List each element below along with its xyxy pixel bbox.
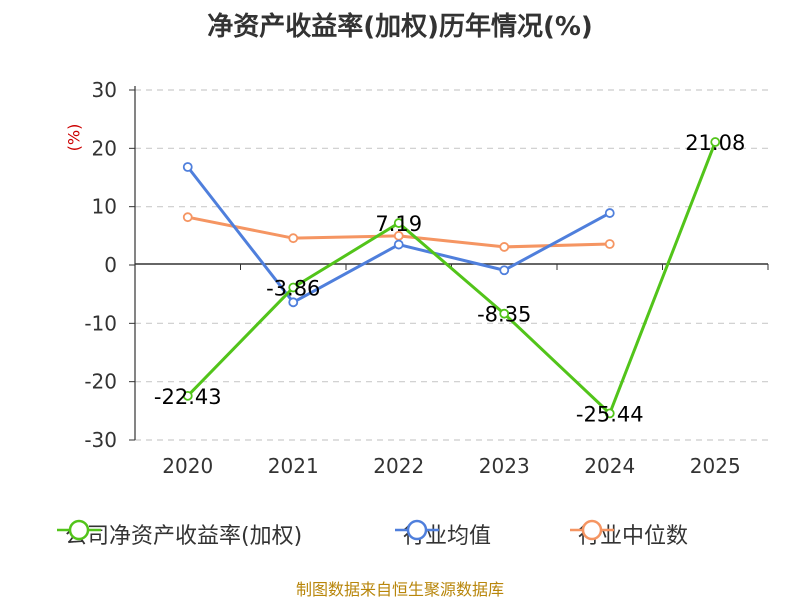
series-point-0-3 bbox=[499, 308, 510, 319]
series-point-1-0 bbox=[182, 162, 193, 172]
x-tick-label-5: 2025 bbox=[690, 454, 741, 478]
legend-item-company[interactable]: 公司净资产收益率(加权) bbox=[55, 518, 302, 550]
y-tick-label-2: 10 bbox=[92, 195, 117, 219]
series-point-0-4 bbox=[604, 408, 615, 419]
x-tick-label-3: 2023 bbox=[479, 454, 530, 478]
legend-marker-industry-mean bbox=[395, 519, 439, 541]
y-tick-label-6: -30 bbox=[84, 428, 117, 452]
series-point-2-4 bbox=[604, 239, 615, 249]
legend-label-company: 公司净资产收益率(加权) bbox=[65, 524, 303, 549]
y-tick-label-3: 0 bbox=[104, 253, 117, 277]
x-tick-label-0: 2020 bbox=[162, 454, 213, 478]
data-label-2: 7.19 bbox=[375, 212, 422, 236]
series-point-1-4 bbox=[604, 208, 615, 218]
y-tick-label-1: 20 bbox=[92, 136, 117, 160]
series-point-0-1 bbox=[288, 282, 299, 293]
series-point-2-1 bbox=[288, 233, 299, 244]
series-point-1-2 bbox=[393, 239, 404, 250]
series-line-0 bbox=[186, 141, 717, 415]
legend-marker-industry-median bbox=[570, 519, 614, 541]
y-tick-label-0: 30 bbox=[92, 78, 117, 102]
legend-item-industry-median[interactable]: 行业中位数 bbox=[568, 518, 688, 550]
data-label-5: 21.08 bbox=[685, 131, 745, 155]
data-label-1: -3.86 bbox=[266, 277, 320, 301]
tick-labels: 30 20 10 0 -10 -20 -30 2020 2021 2022 2023 2024 2025 bbox=[84, 78, 740, 478]
data-label-4: -25.44 bbox=[576, 402, 644, 426]
data-label-0: -22.43 bbox=[154, 385, 222, 409]
series-point-0-0 bbox=[182, 390, 193, 401]
x-tick-label-2: 2022 bbox=[373, 454, 424, 478]
data-label-3: -8.35 bbox=[477, 303, 531, 327]
data-source: 制图数据来自恒生聚源数据库 bbox=[295, 580, 504, 599]
series-point-0-2 bbox=[393, 218, 404, 228]
series-point-1-3 bbox=[499, 265, 510, 276]
legend-item-industry-mean[interactable]: 行业均值 bbox=[393, 518, 491, 550]
x-tick-label-1: 2021 bbox=[268, 454, 319, 478]
chart-title: 净资产收益率(加权)历年情况(%) bbox=[207, 12, 593, 42]
series-lines bbox=[182, 137, 721, 419]
series-point-2-3 bbox=[499, 242, 510, 252]
series-point-0-5 bbox=[710, 137, 721, 147]
x-tick-label-4: 2024 bbox=[584, 454, 635, 478]
y-tick-label-4: -10 bbox=[84, 311, 117, 335]
legend: 公司净资产收益率(加权) 行业均值 行业中位数 bbox=[0, 518, 800, 558]
line-chart: 30 20 10 0 -10 -20 -30 2020 2021 2022 2023 2024 2025… bbox=[84, 78, 769, 478]
series-point-2-0 bbox=[182, 212, 193, 223]
data-labels: -22.43 -3.86 7.19 -8.35 -25.44 21.08 bbox=[154, 131, 745, 426]
axes bbox=[129, 86, 769, 441]
legend-marker-company bbox=[57, 519, 101, 541]
y-tick-label-5: -20 bbox=[84, 370, 117, 394]
series-point-1-1 bbox=[288, 297, 299, 308]
